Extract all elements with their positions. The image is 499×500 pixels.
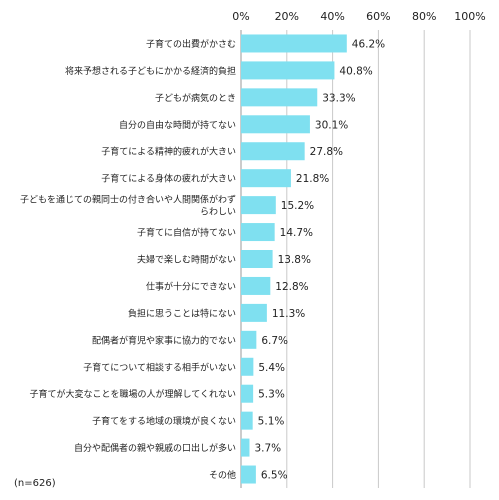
- category-label: 子育てによる精神的疲れが大きい: [101, 146, 236, 158]
- category-label: 夫婦で楽しむ時間がない: [137, 254, 236, 266]
- value-label: 12.8%: [275, 281, 308, 293]
- category-label: 配偶者が育児や家事に協力的でない: [92, 334, 236, 346]
- x-tick-label: 80%: [412, 10, 436, 23]
- bar: [241, 223, 275, 242]
- bar: [241, 438, 250, 457]
- value-label: 30.1%: [315, 119, 348, 131]
- value-label: 5.4%: [258, 362, 285, 374]
- category-label: 負担に思うことは特にない: [128, 307, 236, 319]
- value-label: 27.8%: [310, 146, 343, 158]
- value-label: 33.3%: [322, 92, 355, 104]
- sample-size-note: (n=626): [14, 478, 56, 489]
- value-label: 5.3%: [258, 389, 285, 401]
- x-tick-label: 60%: [366, 10, 390, 23]
- category-label: 子育てによる身体の疲れが大きい: [101, 173, 236, 185]
- bar: [241, 61, 335, 80]
- bar: [241, 357, 254, 376]
- category-label: 将来予想される子どもにかかる経済的負担: [65, 65, 236, 77]
- bar: [241, 196, 276, 215]
- bar: [241, 115, 310, 134]
- bar: [241, 465, 256, 484]
- value-label: 6.5%: [261, 470, 288, 482]
- x-tick-label: 100%: [454, 10, 485, 23]
- value-label: 6.7%: [261, 335, 288, 347]
- category-label: その他: [209, 469, 236, 481]
- bar: [241, 142, 305, 161]
- category-label: 子どもを通じての親同士の付き合いや人間関係がわずらわしい: [20, 194, 236, 218]
- value-label: 40.8%: [339, 65, 372, 77]
- bars: [241, 34, 347, 484]
- x-tick-label: 20%: [275, 10, 299, 23]
- category-label: 子育ての出費がかさむ: [146, 38, 236, 50]
- category-label: 仕事が十分にできない: [146, 280, 236, 292]
- bar: [241, 384, 254, 403]
- category-label: 子育てが大変なことを職場の人が理解してくれない: [30, 388, 236, 400]
- value-label: 5.1%: [258, 416, 285, 428]
- x-tick-label: 0%: [232, 10, 249, 23]
- bar: [241, 330, 257, 349]
- bar: [241, 411, 253, 430]
- value-label: 46.2%: [352, 38, 385, 50]
- bar: [241, 303, 267, 322]
- bar: [241, 34, 347, 53]
- x-tick-label: 40%: [320, 10, 344, 23]
- value-labels: 46.2% 40.8% 33.3% 30.1% 27.8% 21.8% 15.2% 14.7%…: [254, 38, 385, 481]
- value-label: 13.8%: [278, 254, 311, 266]
- value-label: 15.2%: [281, 200, 314, 212]
- category-label: 子どもが病気のとき: [155, 92, 236, 104]
- value-label: 14.7%: [280, 227, 313, 239]
- value-label: 21.8%: [296, 173, 329, 185]
- x-axis-tick-labels: 0% 20% 40% 60% 80% 100%: [232, 10, 485, 23]
- value-label: 11.3%: [272, 308, 305, 320]
- bar: [241, 88, 318, 107]
- category-label: 子育てについて相談する相手がいない: [83, 361, 236, 373]
- category-label: 子育てに自信が持てない: [137, 227, 236, 239]
- category-label: 自分や配偶者の親や親戚の口出しが多い: [74, 442, 236, 454]
- category-label: 子育てをする地域の環境が良くない: [92, 415, 236, 427]
- bar: [241, 250, 273, 268]
- value-label: 3.7%: [254, 443, 281, 455]
- bar: [241, 169, 291, 188]
- bar: [241, 276, 271, 295]
- category-labels: 子育ての出費がかさむ将来予想される子どもにかかる経済的負担子どもが病気のとき自分…: [20, 38, 236, 481]
- category-label: 自分の自由な時間が持てない: [119, 119, 236, 131]
